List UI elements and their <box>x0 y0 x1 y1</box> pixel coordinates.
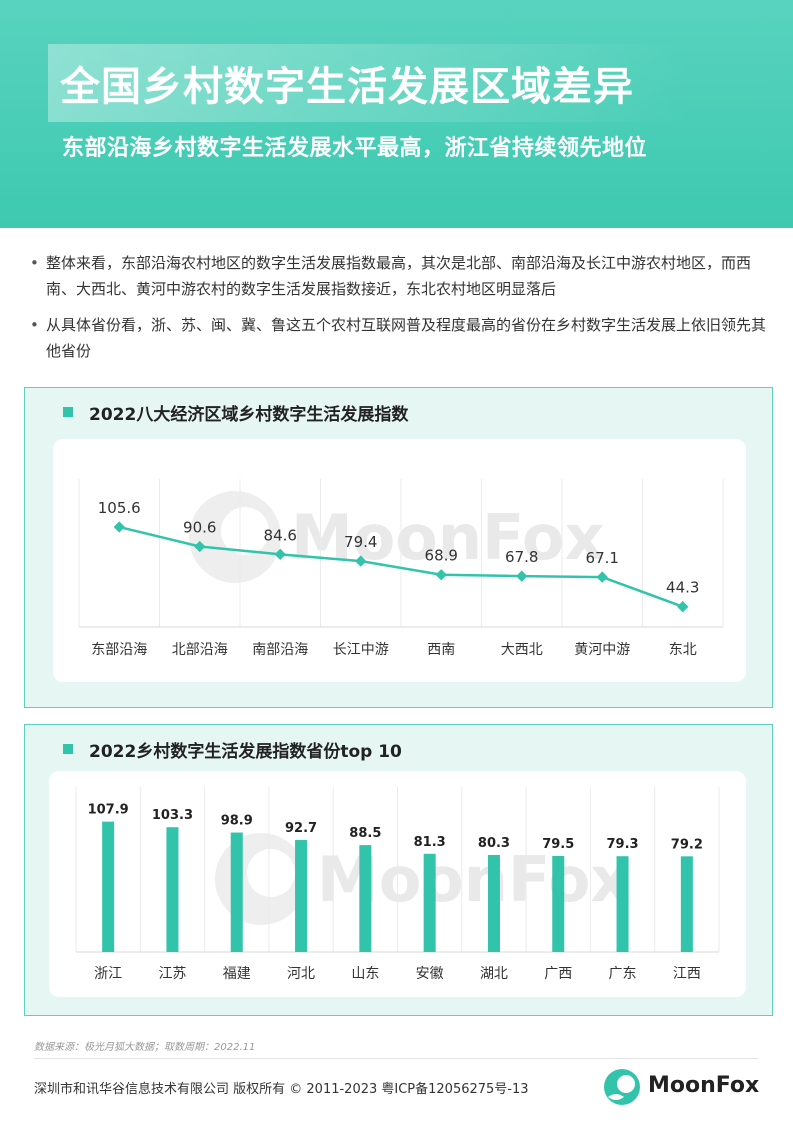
moonfox-logo-icon <box>604 1069 640 1105</box>
data-label: 79.2 <box>671 837 703 852</box>
data-label: 79.5 <box>542 837 574 852</box>
x-tick-label: 西南 <box>427 642 455 658</box>
bar <box>616 856 629 952</box>
page-title: 全国乡村数字生活发展区域差异 <box>60 64 634 110</box>
data-point <box>516 570 528 582</box>
bar <box>680 856 693 952</box>
province-chart-title: 2022乡村数字生活发展指数省份top 10 <box>89 742 402 762</box>
bar <box>359 845 372 952</box>
bullet-item: • 从具体省份看，浙、苏、闽、冀、鲁这五个农村互联网普及程度最高的省份在乡村数字… <box>28 312 778 364</box>
data-label: 67.8 <box>505 548 538 566</box>
x-tick-label: 东部沿海 <box>91 642 147 658</box>
x-tick-label: 浙江 <box>94 966 122 982</box>
logo-name: MoonFox <box>648 1073 760 1098</box>
data-label: 90.6 <box>183 519 216 537</box>
x-tick-label: 安徽 <box>416 966 444 982</box>
section-square-icon <box>63 407 73 417</box>
x-tick-label: 江苏 <box>158 966 186 982</box>
data-point <box>677 601 689 613</box>
bar <box>295 840 308 952</box>
moonfox-logo: MoonFox <box>602 1066 762 1108</box>
data-label: 44.3 <box>666 579 699 597</box>
data-source-note: 数据来源：极光月狐大数据；取数周期：2022.11 <box>34 1042 256 1053</box>
x-tick-label: 福建 <box>223 966 251 982</box>
x-tick-label: 广东 <box>609 966 637 982</box>
data-label: 79.3 <box>607 837 639 852</box>
bullet-text: 从具体省份看，浙、苏、闽、冀、鲁这五个农村互联网普及程度最高的省份在乡村数字生活… <box>46 316 767 360</box>
x-tick-label: 湖北 <box>480 966 508 982</box>
x-tick-label: 南部沿海 <box>252 642 308 658</box>
region-chart-panel: 2022八大经济区域乡村数字生活发展指数 MoonFox 105.6 东部沿海 90.… <box>24 387 773 708</box>
bullet-item: • 整体来看，东部沿海农村地区的数字生活发展指数最高，其次是北部、南部沿海及长江… <box>28 250 778 302</box>
bullet-text: 整体来看，东部沿海农村地区的数字生活发展指数最高，其次是北部、南部沿海及长江中游… <box>46 254 752 298</box>
watermark-logo-icon <box>221 507 269 555</box>
data-label: 92.7 <box>285 821 317 836</box>
bar <box>487 854 500 952</box>
x-tick-label: 长江中游 <box>333 642 389 658</box>
bar <box>552 855 565 952</box>
province-bar-chart: MoonFox107.9浙江103.3江苏98.9福建92.7河北88.5山东8… <box>75 787 720 982</box>
province-chart-card: MoonFox 107.9 浙江 103.3 江苏 98.9 福建 92.7 河北 88.5 山东 8… <box>49 771 746 997</box>
bar <box>102 821 115 952</box>
bullet-dot-icon: • <box>30 254 39 272</box>
data-label: 67.1 <box>586 549 619 567</box>
summary-bullets: • 整体来看，东部沿海农村地区的数字生活发展指数最高，其次是北部、南部沿海及长江… <box>28 250 778 374</box>
data-point <box>113 521 125 533</box>
bar <box>166 827 179 952</box>
footer-divider <box>34 1058 758 1059</box>
data-label: 103.3 <box>152 808 193 823</box>
bar <box>230 832 243 952</box>
copyright-text: 深圳市和讯华谷信息技术有限公司 版权所有 © 2011-2023 粤ICP备12… <box>34 1082 529 1097</box>
data-label: 105.6 <box>98 499 141 517</box>
bar <box>423 853 436 952</box>
section-square-icon <box>63 744 73 754</box>
data-label: 79.4 <box>344 533 377 551</box>
header-banner: 全国乡村数字生活发展区域差异 东部沿海乡村数字生活发展水平最高，浙江省持续领先地… <box>0 0 793 228</box>
x-tick-label: 东北 <box>669 642 697 658</box>
data-label: 81.3 <box>414 835 446 850</box>
x-tick-label: 河北 <box>287 966 315 982</box>
watermark-text: MoonFox <box>291 501 604 574</box>
data-label: 88.5 <box>349 826 381 841</box>
region-chart-card: MoonFox 105.6 东部沿海 90.6 北部沿海 84.6 南部沿海 79.4 长江中游… <box>53 439 746 682</box>
x-tick-label: 广西 <box>544 966 572 982</box>
x-tick-label: 山东 <box>351 966 379 982</box>
series-line <box>118 525 684 608</box>
x-tick-label: 江西 <box>673 966 701 982</box>
data-label: 98.9 <box>221 814 253 829</box>
region-chart-title: 2022八大经济区域乡村数字生活发展指数 <box>89 405 409 425</box>
title-highlight <box>48 44 688 122</box>
bullet-dot-icon: • <box>30 316 39 334</box>
data-point <box>596 571 608 583</box>
x-tick-label: 黄河中游 <box>574 641 630 658</box>
x-tick-label: 大西北 <box>501 642 543 658</box>
region-line-chart: MoonFox 105.6 东部沿海 90.6 北部沿海 84.6 南部沿海 79.4 长江中游… <box>78 479 724 658</box>
data-label: 68.9 <box>425 547 458 565</box>
x-tick-label: 北部沿海 <box>172 642 228 658</box>
watermark-logo-icon <box>247 849 295 897</box>
page-subtitle: 东部沿海乡村数字生活发展水平最高，浙江省持续领先地位 <box>62 136 648 161</box>
data-label: 84.6 <box>264 526 297 544</box>
data-label: 107.9 <box>88 803 129 818</box>
data-label: 80.3 <box>478 836 510 851</box>
province-chart-panel: 2022乡村数字生活发展指数省份top 10 MoonFox 107.9 浙江 103… <box>24 724 773 1016</box>
